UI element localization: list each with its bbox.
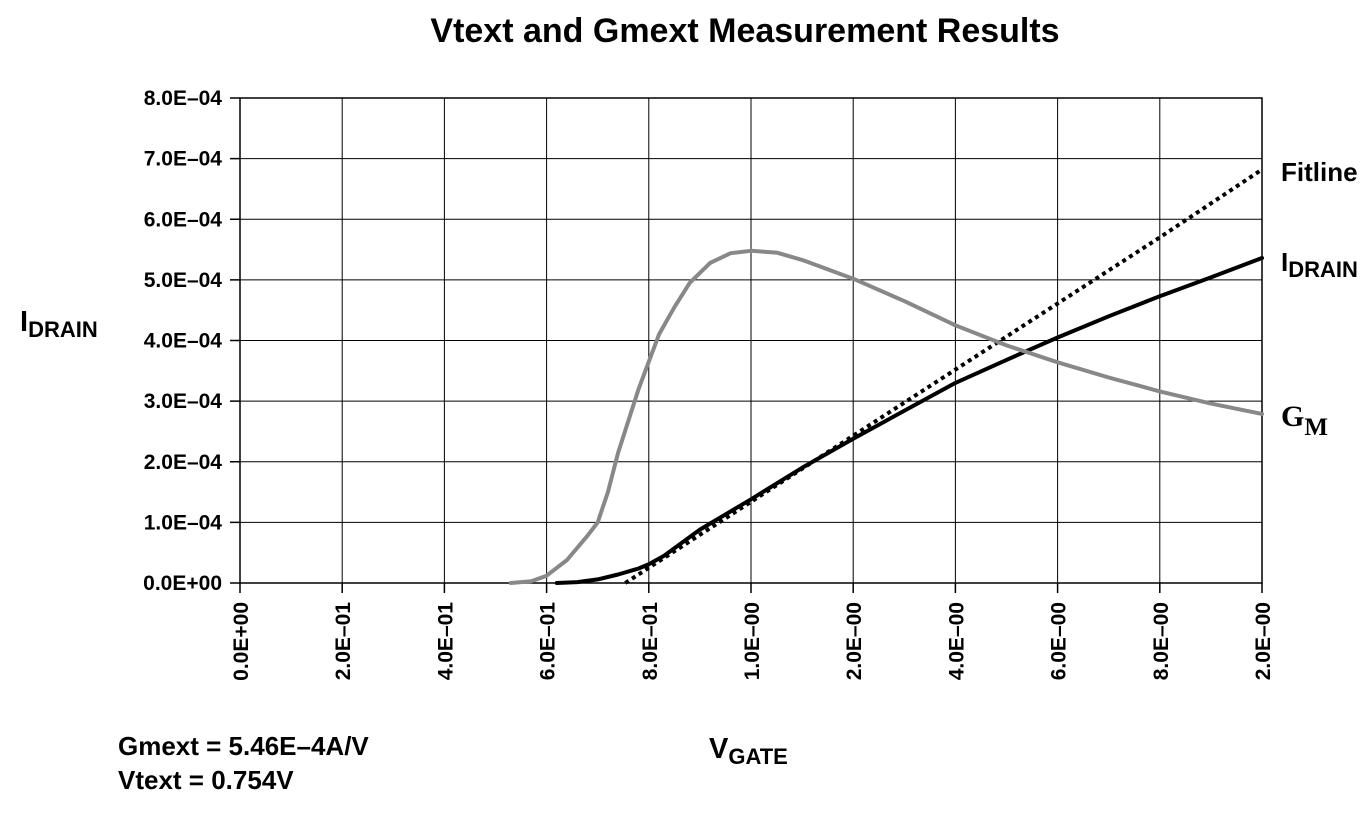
series-fitline bbox=[624, 167, 1264, 585]
y-tick-label: 4.0E–04 bbox=[144, 330, 223, 353]
x-tick-label: 2.0E–00 bbox=[1252, 602, 1275, 680]
grid bbox=[239, 97, 1263, 584]
x-axis-label: VGATE bbox=[709, 733, 788, 769]
y-tick-label: 5.0E–04 bbox=[144, 269, 223, 292]
y-tick-label: 6.0E–04 bbox=[144, 208, 223, 231]
series-layer bbox=[508, 167, 1264, 585]
series-label-gm: GM bbox=[1281, 400, 1328, 441]
y-tick-label: 8.0E–04 bbox=[144, 87, 223, 110]
x-tick-label: 6.0E–00 bbox=[1048, 602, 1071, 680]
plot-area-border bbox=[239, 97, 1263, 584]
y-tick-label: 7.0E–04 bbox=[144, 148, 223, 171]
series-label-idrain-sub: DRAIN bbox=[1288, 257, 1358, 282]
x-tick-label: 0.0E+00 bbox=[230, 602, 253, 681]
x-tick-label: 8.0E–01 bbox=[639, 602, 662, 681]
chart-title: Vtext and Gmext Measurement Results bbox=[430, 12, 1059, 50]
y-axis-label-main: I bbox=[20, 306, 28, 338]
series-label-gm-sub: M bbox=[1304, 414, 1328, 441]
x-axis-label-sub: GATE bbox=[728, 744, 787, 769]
y-tick-label: 3.0E–04 bbox=[144, 390, 223, 413]
series-label-idrain: IDRAIN bbox=[1281, 247, 1358, 282]
series-gm bbox=[508, 248, 1264, 585]
series-label-fitline: Fitline bbox=[1281, 157, 1358, 187]
series-idrain bbox=[554, 256, 1264, 585]
x-axis: 0.0E+00 2.0E–01 4.0E–01 6.0E–01 8.0E–01 1.0E–… bbox=[230, 583, 1275, 681]
annotation-gmext: Gmext = 5.46E–4A/V bbox=[118, 731, 369, 761]
series-label-idrain-main: I bbox=[1281, 247, 1288, 277]
x-tick-label: 8.0E–00 bbox=[1150, 602, 1173, 680]
x-tick-label: 2.0E–01 bbox=[332, 602, 355, 681]
series-label-gm-main: G bbox=[1281, 400, 1304, 433]
x-tick-label: 2.0E–00 bbox=[843, 602, 866, 680]
x-tick-label: 1.0E–00 bbox=[741, 602, 764, 680]
y-axis: 0.0E+00 1.0E–04 2.0E–04 3.0E–04 4.0E–04 5.0E–… bbox=[143, 87, 240, 595]
annotation-vtext: Vtext = 0.754V bbox=[118, 765, 294, 795]
x-tick-label: 6.0E–01 bbox=[537, 602, 560, 681]
y-tick-label: 1.0E–04 bbox=[144, 511, 223, 534]
x-axis-label-main: V bbox=[709, 733, 729, 765]
y-axis-label: IDRAIN bbox=[20, 306, 98, 342]
x-tick-label: 4.0E–00 bbox=[945, 602, 968, 680]
x-tick-label: 4.0E–01 bbox=[434, 602, 457, 681]
y-tick-label: 2.0E–04 bbox=[144, 451, 223, 474]
y-tick-label: 0.0E+00 bbox=[143, 572, 222, 595]
y-axis-label-sub: DRAIN bbox=[28, 317, 98, 342]
